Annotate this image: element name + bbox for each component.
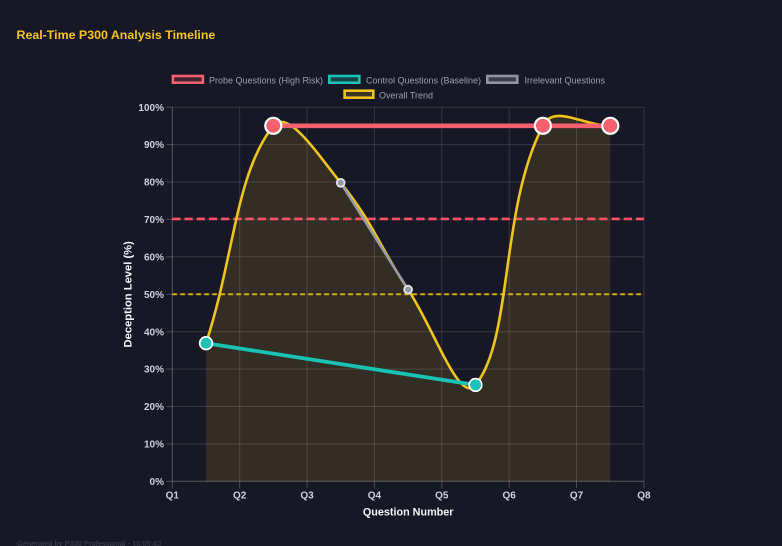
svg-text:Q4: Q4	[368, 491, 382, 502]
svg-text:70%: 70%	[144, 215, 164, 226]
svg-text:90%: 90%	[144, 140, 164, 151]
svg-text:50%: 50%	[144, 290, 164, 301]
svg-text:Generated by P300 Professional: Generated by P300 Professional - 10:05:4…	[17, 539, 161, 546]
svg-text:60%: 60%	[144, 252, 164, 263]
svg-text:0%: 0%	[150, 477, 165, 488]
svg-text:10%: 10%	[144, 440, 164, 451]
svg-text:30%: 30%	[144, 365, 164, 376]
svg-text:Q1: Q1	[166, 491, 180, 502]
svg-text:Overall Trend: Overall Trend	[379, 90, 433, 100]
svg-text:Q7: Q7	[570, 491, 584, 502]
svg-text:Q2: Q2	[233, 491, 247, 502]
svg-text:Q5: Q5	[435, 491, 449, 502]
svg-text:40%: 40%	[144, 327, 164, 338]
svg-text:Q3: Q3	[300, 491, 314, 502]
svg-text:Q8: Q8	[637, 491, 651, 502]
svg-text:Probe Questions (High Risk): Probe Questions (High Risk)	[209, 75, 323, 85]
svg-text:Question Number: Question Number	[363, 507, 454, 519]
svg-text:80%: 80%	[144, 178, 164, 189]
svg-text:20%: 20%	[144, 402, 164, 413]
svg-text:Q6: Q6	[503, 491, 517, 502]
svg-text:Real-Time P300 Analysis Timeli: Real-Time P300 Analysis Timeline	[17, 28, 216, 42]
svg-text:Deception Level (%): Deception Level (%)	[123, 241, 135, 348]
svg-text:Control Questions (Baseline): Control Questions (Baseline)	[366, 75, 481, 85]
svg-text:100%: 100%	[138, 103, 164, 114]
svg-text:Irrelevant Questions: Irrelevant Questions	[525, 75, 606, 85]
